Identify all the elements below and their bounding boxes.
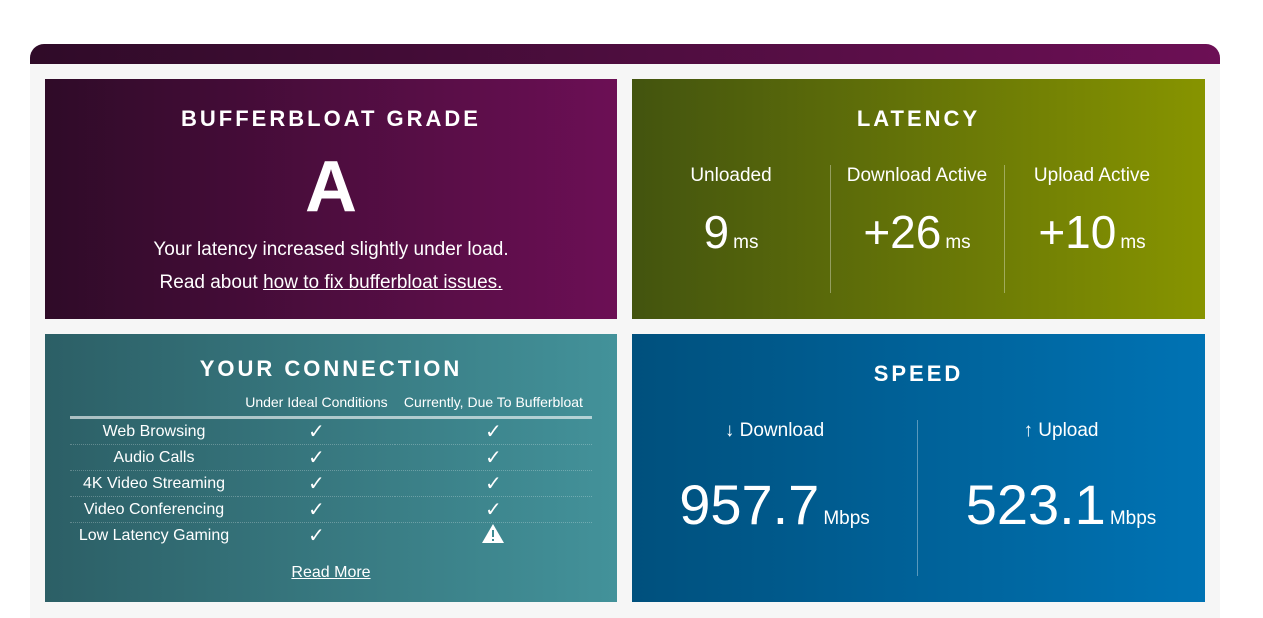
connection-title: YOUR CONNECTION — [199, 356, 463, 381]
activity-name: Video Conferencing — [70, 496, 238, 523]
column-header — [70, 394, 238, 419]
latency-label: Download Active — [846, 165, 988, 186]
fix-bufferbloat-link[interactable]: how to fix bufferbloat issues. — [263, 272, 503, 293]
latency-title: LATENCY — [856, 106, 981, 131]
latency-label: Unloaded — [690, 165, 772, 186]
table-row: Web Browsing ✓ ✓ — [70, 417, 592, 445]
latency-unit: ms — [945, 232, 971, 253]
latency-panel: LATENCY Unloaded 9 ms Download Active +26… — [632, 79, 1205, 319]
check-icon: ✓ — [308, 525, 325, 547]
latency-upload-active: Upload Active +10 ms — [1004, 165, 1180, 259]
divider — [1004, 165, 1005, 293]
latency-unit: ms — [733, 232, 759, 253]
check-icon: ✓ — [308, 421, 325, 443]
download-unit: Mbps — [823, 508, 870, 529]
download-speed: ↓ Download 957.7 Mbps — [632, 420, 917, 537]
upload-unit: Mbps — [1109, 508, 1157, 529]
latency-unit: ms — [1120, 232, 1146, 253]
latency-download-active: Download Active +26 ms — [830, 165, 1004, 259]
check-icon: ✓ — [308, 499, 325, 521]
connection-panel: YOUR CONNECTION Under Ideal Conditions C… — [45, 334, 617, 602]
table-row: Video Conferencing ✓ ✓ — [70, 496, 592, 523]
warning-icon — [482, 523, 505, 543]
check-icon: ✓ — [485, 473, 502, 495]
column-header-ideal: Under Ideal Conditions — [238, 394, 395, 419]
results-header-bar — [30, 44, 1220, 64]
bufferbloat-grade-panel: BUFFERBLOAT GRADE A Your latency increas… — [45, 79, 617, 319]
read-about-label: Read about — [159, 272, 258, 293]
activity-name: 4K Video Streaming — [70, 470, 238, 497]
latency-value: +10 — [1038, 206, 1117, 258]
activity-name: Web Browsing — [70, 417, 238, 445]
upload-value: 523.1 — [965, 473, 1106, 536]
speed-title: SPEED — [873, 361, 964, 386]
check-icon: ✓ — [485, 421, 502, 443]
upload-label: ↑ Upload — [1023, 420, 1099, 441]
speed-panel: SPEED ↓ Download 957.7 Mbps ↑ Upload 523.… — [632, 334, 1205, 602]
latency-label: Upload Active — [1033, 165, 1151, 186]
connection-table: Under Ideal Conditions Currently, Due To… — [70, 394, 592, 548]
grade-read-about: Read about how to fix bufferbloat issues… — [45, 272, 617, 294]
latency-value: 9 — [703, 206, 730, 258]
check-icon: ✓ — [485, 499, 502, 521]
activity-name: Low Latency Gaming — [78, 526, 230, 544]
grade-letter: A — [305, 147, 357, 227]
table-row: Low Latency Gaming ✓ — [70, 523, 592, 549]
divider — [830, 165, 831, 293]
column-header-current: Currently, Due To Bufferbloat — [394, 394, 592, 419]
upload-speed: ↑ Upload 523.1 Mbps — [917, 420, 1205, 537]
grade-summary: Your latency increased slightly under lo… — [153, 239, 509, 260]
check-icon: ✓ — [308, 473, 325, 495]
check-icon: ✓ — [308, 447, 325, 469]
download-label: ↓ Download — [724, 420, 825, 441]
grade-title: BUFFERBLOAT GRADE — [181, 106, 481, 131]
latency-value: +26 — [863, 206, 942, 258]
latency-unloaded: Unloaded 9 ms — [632, 165, 830, 259]
divider — [917, 420, 918, 576]
read-more-link[interactable]: Read More — [291, 564, 371, 581]
download-value: 957.7 — [679, 473, 820, 536]
activity-name: Audio Calls — [70, 444, 238, 471]
table-row: Audio Calls ✓ ✓ — [70, 444, 592, 471]
table-row: 4K Video Streaming ✓ ✓ — [70, 470, 592, 497]
check-icon: ✓ — [485, 447, 502, 469]
